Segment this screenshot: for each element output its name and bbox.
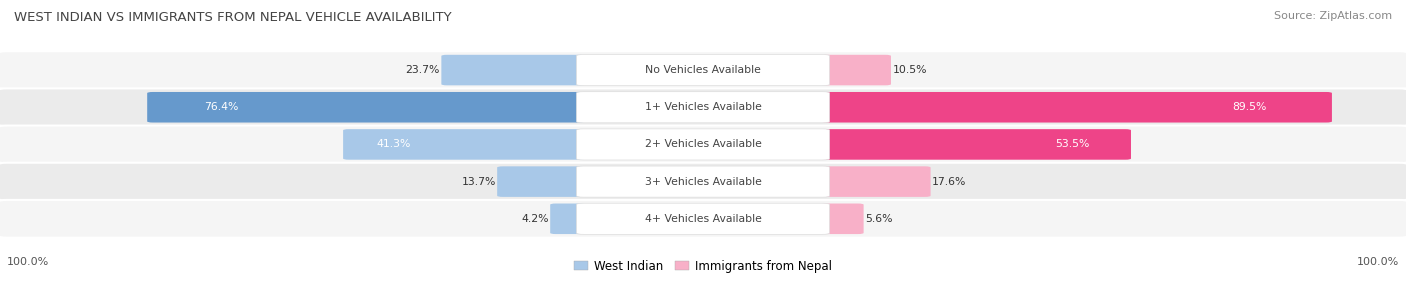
FancyBboxPatch shape xyxy=(0,51,1406,89)
FancyBboxPatch shape xyxy=(0,163,1406,200)
Text: 10.5%: 10.5% xyxy=(893,65,927,75)
FancyBboxPatch shape xyxy=(576,166,830,197)
FancyBboxPatch shape xyxy=(550,204,585,234)
Text: 2+ Vehicles Available: 2+ Vehicles Available xyxy=(644,140,762,149)
FancyBboxPatch shape xyxy=(498,166,585,197)
Text: Source: ZipAtlas.com: Source: ZipAtlas.com xyxy=(1274,11,1392,21)
FancyBboxPatch shape xyxy=(821,166,931,197)
Text: 89.5%: 89.5% xyxy=(1232,102,1267,112)
FancyBboxPatch shape xyxy=(0,126,1406,163)
Text: WEST INDIAN VS IMMIGRANTS FROM NEPAL VEHICLE AVAILABILITY: WEST INDIAN VS IMMIGRANTS FROM NEPAL VEH… xyxy=(14,11,451,24)
Text: 41.3%: 41.3% xyxy=(377,140,411,149)
Text: 5.6%: 5.6% xyxy=(865,214,893,224)
FancyBboxPatch shape xyxy=(821,55,891,85)
Text: No Vehicles Available: No Vehicles Available xyxy=(645,65,761,75)
Text: 17.6%: 17.6% xyxy=(932,177,966,186)
Text: 13.7%: 13.7% xyxy=(461,177,496,186)
FancyBboxPatch shape xyxy=(576,129,830,160)
Text: 1+ Vehicles Available: 1+ Vehicles Available xyxy=(644,102,762,112)
Text: 100.0%: 100.0% xyxy=(7,257,49,267)
Text: 100.0%: 100.0% xyxy=(1357,257,1399,267)
FancyBboxPatch shape xyxy=(0,200,1406,238)
Text: 23.7%: 23.7% xyxy=(405,65,440,75)
FancyBboxPatch shape xyxy=(821,204,863,234)
Text: 4.2%: 4.2% xyxy=(522,214,548,224)
FancyBboxPatch shape xyxy=(821,92,1331,122)
FancyBboxPatch shape xyxy=(576,55,830,86)
FancyBboxPatch shape xyxy=(576,92,830,123)
FancyBboxPatch shape xyxy=(576,203,830,234)
Text: 76.4%: 76.4% xyxy=(204,102,239,112)
FancyBboxPatch shape xyxy=(343,129,585,160)
FancyBboxPatch shape xyxy=(148,92,585,122)
Text: 3+ Vehicles Available: 3+ Vehicles Available xyxy=(644,177,762,186)
Legend: West Indian, Immigrants from Nepal: West Indian, Immigrants from Nepal xyxy=(569,255,837,277)
FancyBboxPatch shape xyxy=(0,88,1406,126)
FancyBboxPatch shape xyxy=(441,55,585,85)
FancyBboxPatch shape xyxy=(821,129,1130,160)
Text: 53.5%: 53.5% xyxy=(1054,140,1090,149)
Text: 4+ Vehicles Available: 4+ Vehicles Available xyxy=(644,214,762,224)
